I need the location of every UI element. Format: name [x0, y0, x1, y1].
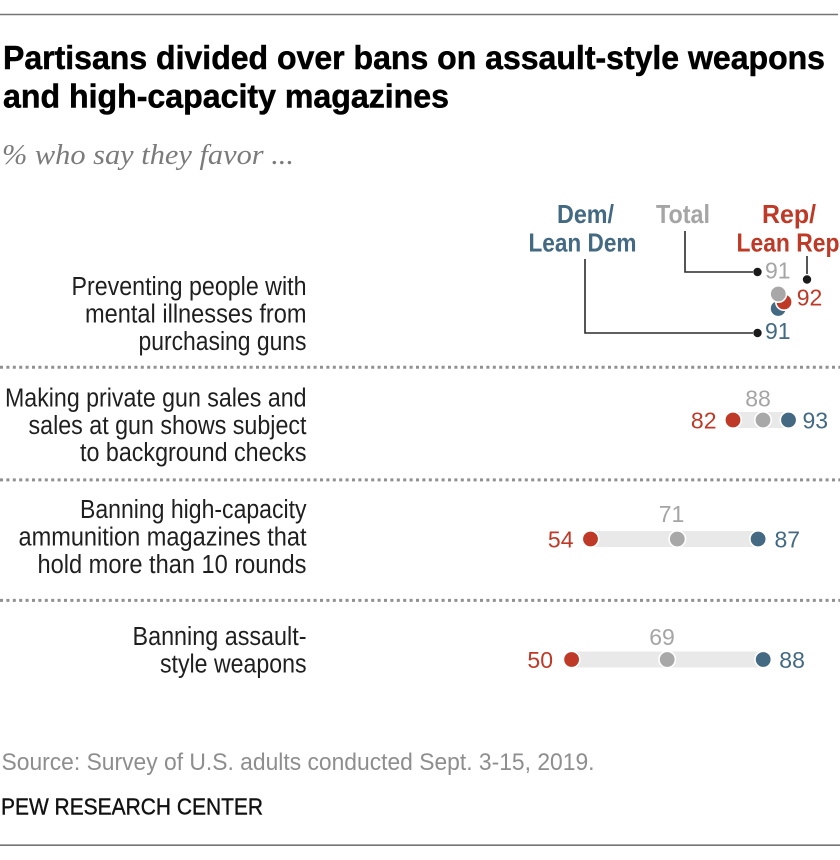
- svg-text:50: 50: [527, 647, 553, 673]
- svg-text:88: 88: [745, 385, 771, 411]
- svg-text:Making private gun sales and: Making private gun sales and: [5, 385, 307, 413]
- svg-text:Total: Total: [656, 199, 710, 229]
- svg-text:% who say they favor ...: % who say they favor ...: [2, 139, 294, 171]
- svg-text:91: 91: [765, 318, 791, 344]
- svg-text:to background checks: to background checks: [80, 439, 307, 467]
- svg-text:Dem/: Dem/: [557, 199, 614, 229]
- svg-text:Lean Dem: Lean Dem: [529, 228, 637, 258]
- svg-text:69: 69: [649, 624, 675, 650]
- svg-text:92: 92: [797, 284, 823, 310]
- svg-text:93: 93: [803, 407, 829, 433]
- svg-text:Lean Rep: Lean Rep: [737, 228, 840, 258]
- svg-text:91: 91: [765, 258, 791, 284]
- svg-text:54: 54: [548, 526, 574, 552]
- svg-text:sales at gun shows subject: sales at gun shows subject: [29, 412, 307, 440]
- svg-text:ammunition magazines that: ammunition magazines that: [19, 524, 307, 552]
- svg-text:Banning assault-: Banning assault-: [133, 623, 307, 651]
- svg-text:Banning high-capacity: Banning high-capacity: [80, 496, 307, 524]
- svg-text:Rep/: Rep/: [762, 199, 816, 229]
- svg-text:and high-capacity magazines: and high-capacity magazines: [3, 78, 449, 115]
- svg-text:Partisans divided over bans on: Partisans divided over bans on assault-s…: [3, 39, 825, 76]
- svg-text:87: 87: [775, 526, 801, 552]
- svg-text:82: 82: [691, 407, 717, 433]
- svg-text:71: 71: [659, 501, 685, 527]
- svg-text:PEW RESEARCH CENTER: PEW RESEARCH CENTER: [1, 793, 263, 819]
- svg-text:style weapons: style weapons: [160, 651, 307, 679]
- svg-text:purchasing guns: purchasing guns: [139, 328, 307, 356]
- svg-text:88: 88: [779, 647, 805, 673]
- svg-text:mental illnesses from: mental illnesses from: [85, 301, 307, 329]
- svg-text:Source: Survey of U.S. adults: Source: Survey of U.S. adults conducted …: [2, 749, 595, 776]
- svg-text:Preventing people with: Preventing people with: [72, 273, 307, 301]
- svg-text:hold more than 10 rounds: hold more than 10 rounds: [38, 551, 307, 579]
